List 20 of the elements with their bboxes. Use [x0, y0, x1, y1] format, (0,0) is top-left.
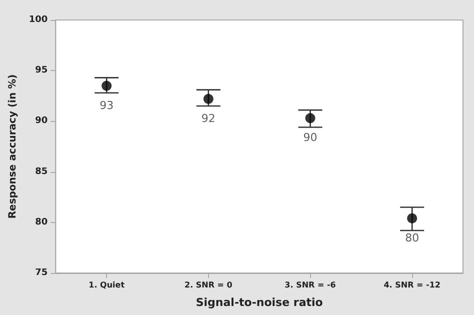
y-axis-title: Response accuracy (in %): [8, 74, 18, 219]
data-label: 90: [303, 131, 318, 144]
x-tick-label: 3. SNR = -6: [284, 280, 336, 290]
y-tick-label: 90: [35, 116, 48, 126]
y-tick-label: 95: [35, 66, 48, 76]
point: [305, 113, 316, 124]
point: [102, 80, 112, 91]
x-tick-label: 4. SNR = -12: [384, 280, 440, 290]
y-tick-label: 100: [28, 15, 48, 25]
x-axis-title: Signal-to-noise ratio: [196, 296, 324, 309]
x-tick-label: 2. SNR = 0: [184, 280, 233, 290]
y-tick-label: 75: [35, 268, 48, 278]
x-tick-label: 1. Quiet: [88, 280, 125, 290]
data-label: 80: [405, 231, 420, 244]
point: [203, 94, 214, 104]
point: [407, 213, 418, 224]
y-tick-label: 85: [35, 166, 48, 177]
y-tick-label: 80: [35, 217, 48, 228]
data-label: 92: [201, 112, 216, 125]
data-label: 93: [100, 98, 114, 112]
